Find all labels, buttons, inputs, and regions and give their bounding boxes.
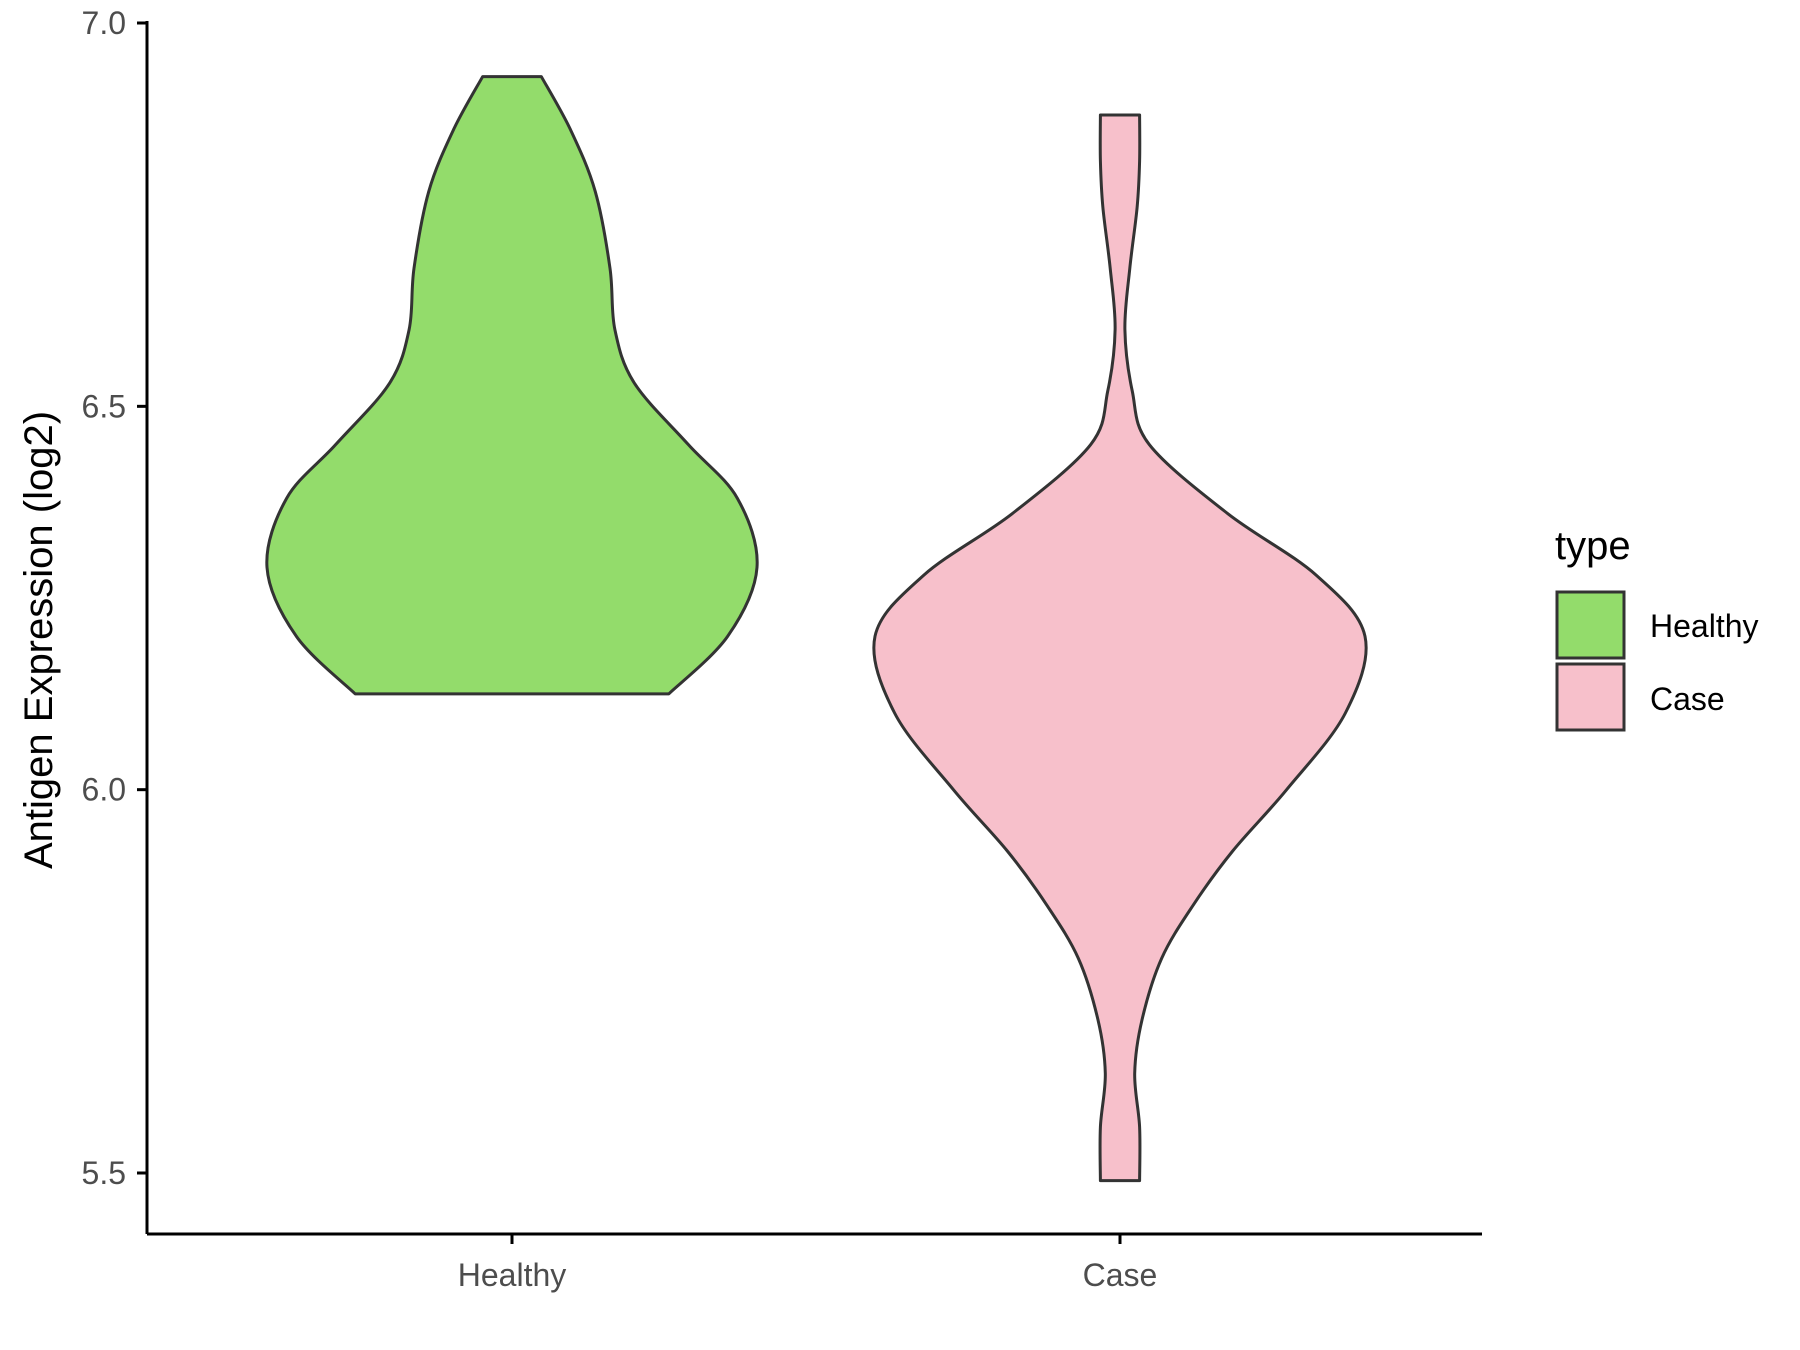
y-axis-title: Antigen Expression (log2) [17, 411, 61, 869]
y-tick-label: 5.5 [82, 1155, 126, 1191]
legend-label-case: Case [1650, 681, 1725, 717]
violin-layer [265, 75, 1368, 1183]
x-axis-ticks: Healthy Case [458, 1234, 1158, 1293]
y-tick-label: 6.5 [82, 388, 126, 424]
legend-title: type [1555, 524, 1631, 568]
x-tick-label: Healthy [458, 1257, 567, 1293]
y-tick-label: 6.0 [82, 772, 126, 808]
violin-case [872, 113, 1368, 1183]
x-tick-label: Case [1083, 1257, 1158, 1293]
violin-healthy [265, 75, 759, 696]
legend-key-case [1555, 662, 1626, 732]
legend-label-healthy: Healthy [1650, 608, 1759, 644]
y-tick-label: 7.0 [82, 5, 126, 41]
legend: type Healthy Case [1555, 524, 1759, 732]
legend-key-healthy [1555, 590, 1626, 660]
y-axis-ticks: 5.5 6.0 6.5 7.0 [82, 5, 147, 1191]
